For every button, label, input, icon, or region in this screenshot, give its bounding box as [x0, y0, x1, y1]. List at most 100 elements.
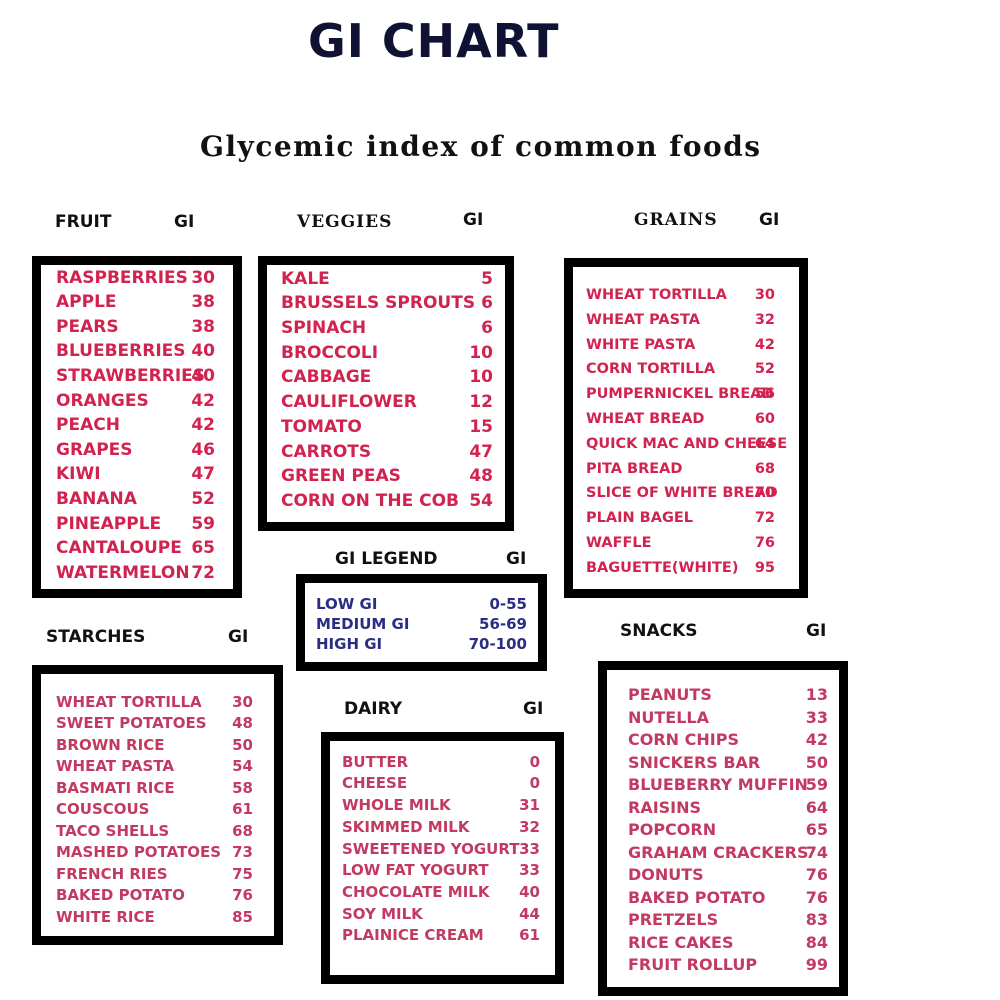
fruit-row: PINEAPPLE 59	[41, 514, 233, 534]
legend-gi-value: 70-100	[468, 635, 527, 654]
fruit-gi-value: 59	[191, 513, 215, 534]
dairy-food-name: SOY MILK	[342, 904, 423, 923]
fruit-gi-value: 42	[191, 415, 215, 436]
grains-gi-value: 32	[754, 311, 775, 328]
dairy-gi-value: 0	[529, 752, 540, 771]
fruit-row: BANANA 52	[41, 489, 233, 509]
grains-row: BAGUETTE(WHITE) 95	[573, 560, 799, 577]
fruit-gi-value: 40	[191, 366, 215, 387]
starches-gi-value: 85	[232, 907, 253, 926]
veggies-row: CABBAGE 10	[267, 367, 505, 387]
snacks-food-name: BAKED POTATO	[628, 887, 766, 907]
grains-food-name: PLAIN BAGEL	[586, 510, 693, 527]
fruit-row: KIWI 47	[41, 464, 233, 484]
fruit-gi-value: 38	[191, 292, 215, 313]
veggies-row: CARROTS 47	[267, 442, 505, 462]
legend-food-name: LOW GI	[316, 594, 378, 613]
veggies-row: CORN ON THE COB 54	[267, 491, 505, 511]
snacks-food-name: PEANUTS	[628, 685, 712, 705]
fruit-gi-value: 40	[191, 341, 215, 362]
grains-row: QUICK MAC AND CHEESE 64	[573, 436, 799, 453]
grains-food-name: WHEAT TORTILLA	[586, 287, 727, 304]
dairy-food-name: CHOCOLATE MILK	[342, 882, 490, 901]
fruit-row: GRAPES 46	[41, 440, 233, 460]
snacks-row: CORN CHIPS 42	[607, 730, 839, 749]
veggies-row: GREEN PEAS 48	[267, 466, 505, 486]
fruit-table: RASPBERRIES 30 APPLE 38 PEARS 38 BLUEBERRIES 40…	[32, 256, 242, 598]
starches-food-name: MASHED POTATOES	[56, 843, 222, 862]
grains-gi-value: 60	[754, 411, 775, 428]
veggies-food-name: BROCCOLI	[281, 342, 379, 363]
page-subtitle: Glycemic index of common foods	[200, 130, 762, 163]
veggies-gi-value: 10	[469, 342, 493, 363]
starches-food-name: BROWN RICE	[56, 735, 165, 754]
snacks-heading: SNACKS	[620, 621, 698, 641]
starches-gi-value: 48	[232, 714, 253, 733]
dairy-gi-heading: GI	[523, 699, 544, 719]
snacks-food-name: BLUEBERRY MUFFIN	[628, 775, 808, 795]
grains-row: CORN TORTILLA 52	[573, 361, 799, 378]
starches-row: COUSCOUS 61	[41, 800, 274, 818]
starches-gi-value: 75	[232, 864, 253, 883]
grains-row: WAFFLE 76	[573, 535, 799, 552]
snacks-gi-value: 59	[805, 775, 828, 795]
dairy-row: PLAINICE CREAM 61	[330, 926, 555, 944]
veggies-gi-value: 54	[469, 490, 493, 511]
starches-table: WHEAT TORTILLA 30 SWEET POTATOES 48 BROWN RI…	[32, 665, 283, 945]
starches-row: TACO SHELLS 68	[41, 822, 274, 840]
starches-gi-value: 54	[232, 757, 253, 776]
fruit-food-name: CANTALOUPE	[56, 538, 182, 559]
snacks-food-name: POPCORN	[628, 820, 717, 840]
starches-food-name: WHITE RICE	[56, 907, 155, 926]
grains-row: WHITE PASTA 42	[573, 337, 799, 354]
dairy-row: SWEETENED YOGURT 33	[330, 840, 555, 858]
starches-food-name: COUSCOUS	[56, 800, 150, 819]
dairy-row: CHOCOLATE MILK 40	[330, 883, 555, 901]
snacks-gi-heading: GI	[806, 621, 827, 641]
fruit-gi-value: 38	[191, 316, 215, 337]
veggies-gi-value: 48	[469, 466, 493, 487]
dairy-table: BUTTER 0 CHEESE 0 WHOLE MILK 31 SKIMMED MILK 32…	[321, 732, 564, 984]
grains-food-name: CORN TORTILLA	[586, 361, 716, 378]
dairy-food-name: BUTTER	[342, 752, 409, 771]
fruit-food-name: STRAWBERRIES	[56, 366, 206, 387]
veggies-food-name: CORN ON THE COB	[281, 490, 460, 511]
starches-row: FRENCH RIES 75	[41, 865, 274, 883]
fruit-food-name: PEACH	[56, 415, 120, 436]
snacks-gi-value: 65	[805, 820, 828, 840]
fruit-row: WATERMELON 72	[41, 563, 233, 583]
starches-food-name: FRENCH RIES	[56, 864, 168, 883]
veggies-food-name: CARROTS	[281, 441, 372, 462]
veggies-row: CAULIFLOWER 12	[267, 392, 505, 412]
legend-table: LOW GI 0-55 MEDIUM GI 56-69 HIGH GI 70-100	[296, 574, 547, 671]
snacks-gi-value: 74	[805, 842, 828, 862]
legend-gi-value: 56-69	[479, 615, 527, 634]
veggies-food-name: CAULIFLOWER	[281, 392, 417, 413]
grains-gi-heading: GI	[759, 210, 780, 230]
grains-row: PUMPERNICKEL BREAD 56	[573, 386, 799, 403]
snacks-row: BAKED POTATO 76	[607, 888, 839, 907]
fruit-gi-value: 30	[191, 267, 215, 288]
snacks-row: RAISINS 64	[607, 798, 839, 817]
starches-heading: STARCHES	[46, 627, 146, 647]
veggies-food-name: SPINACH	[281, 318, 367, 339]
veggies-food-name: CABBAGE	[281, 367, 372, 388]
snacks-gi-value: 76	[805, 887, 828, 907]
legend-gi-heading: GI	[506, 549, 527, 569]
snacks-row: FRUIT ROLLUP 99	[607, 955, 839, 974]
fruit-food-name: APPLE	[56, 292, 117, 313]
grains-row: WHEAT TORTILLA 30	[573, 287, 799, 304]
grains-row: PITA BREAD 68	[573, 461, 799, 478]
dairy-gi-value: 44	[519, 904, 540, 923]
grains-gi-value: 42	[754, 336, 775, 353]
starches-food-name: TACO SHELLS	[56, 821, 170, 840]
veggies-food-name: KALE	[281, 268, 330, 289]
fruit-food-name: BANANA	[56, 489, 137, 510]
grains-gi-value: 52	[754, 361, 775, 378]
snacks-gi-value: 50	[805, 752, 828, 772]
grains-row: WHEAT PASTA 32	[573, 312, 799, 329]
snacks-food-name: SNICKERS BAR	[628, 752, 761, 772]
snacks-food-name: RICE CAKES	[628, 932, 734, 952]
fruit-gi-heading: GI	[174, 212, 195, 232]
legend-row: HIGH GI 70-100	[305, 635, 538, 653]
